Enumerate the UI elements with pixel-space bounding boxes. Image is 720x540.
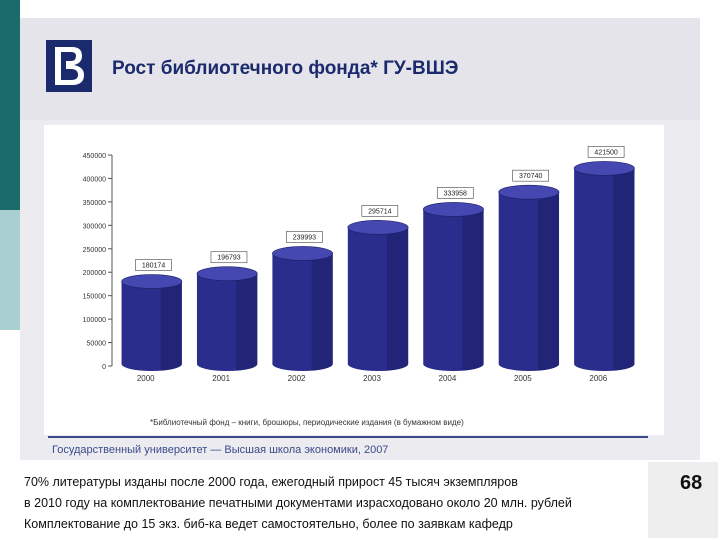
bar-shade bbox=[311, 253, 333, 371]
bar-top bbox=[498, 184, 560, 200]
x-tick-label: 2003 bbox=[363, 374, 381, 383]
y-tick-label: 300000 bbox=[83, 223, 106, 230]
hse-logo bbox=[46, 40, 92, 92]
y-tick-label: 0 bbox=[102, 364, 106, 371]
bar-shade bbox=[613, 168, 635, 371]
x-tick-label: 2006 bbox=[589, 374, 607, 383]
data-label: 370740 bbox=[519, 173, 542, 180]
bar-top bbox=[272, 246, 334, 261]
data-label-box bbox=[512, 169, 549, 182]
y-tick-label: 200000 bbox=[83, 270, 106, 277]
y-tick-label: 350000 bbox=[83, 200, 106, 207]
bottom-line-2: в 2010 году на комплектование печатными … bbox=[24, 496, 572, 510]
left-stripe-dark bbox=[0, 0, 20, 270]
chart-footnote: *Библиотечный фонд – книги, брошюры, пер… bbox=[150, 418, 464, 427]
bar-top bbox=[573, 161, 635, 176]
y-tick-label: 450000 bbox=[83, 153, 106, 160]
x-tick-label: 2004 bbox=[439, 374, 457, 383]
y-tick-label: 100000 bbox=[83, 317, 106, 324]
data-label: 333958 bbox=[444, 190, 467, 197]
data-label-box bbox=[286, 231, 323, 243]
x-tick-label: 2002 bbox=[288, 374, 306, 383]
bar-shade bbox=[387, 227, 409, 371]
bar-shade bbox=[537, 192, 560, 371]
university-caption: Государственный университет — Высшая шко… bbox=[52, 444, 389, 456]
data-label-box bbox=[436, 187, 474, 199]
bar-top bbox=[121, 274, 183, 289]
bottom-line-1: 70% литературы изданы после 2000 года, е… bbox=[24, 475, 518, 489]
bottom-line-3: Комплектование до 15 экз. биб-ка ведет с… bbox=[24, 517, 513, 531]
bottom-text: 70% литературы изданы после 2000 года, е… bbox=[24, 472, 572, 535]
data-label: 239993 bbox=[293, 234, 316, 241]
x-tick-label: 2001 bbox=[212, 374, 230, 383]
data-label-box bbox=[135, 259, 172, 271]
data-label: 180174 bbox=[142, 263, 165, 270]
page-number-box bbox=[648, 462, 718, 538]
x-tick-label: 2005 bbox=[514, 374, 532, 383]
data-label-box bbox=[361, 205, 399, 217]
left-stripe-light bbox=[0, 210, 20, 330]
y-tick-label: 250000 bbox=[83, 247, 106, 254]
bar-top bbox=[422, 202, 484, 217]
data-label: 295714 bbox=[368, 208, 391, 215]
bar-shade bbox=[160, 281, 182, 371]
page-number: 68 bbox=[680, 472, 703, 494]
y-tick-label: 50000 bbox=[87, 341, 107, 348]
header-bar bbox=[20, 18, 700, 120]
data-label: 196793 bbox=[217, 255, 240, 262]
y-tick-label: 400000 bbox=[83, 176, 106, 183]
x-tick-label: 2000 bbox=[137, 374, 155, 383]
divider-line bbox=[48, 436, 648, 438]
bar-top bbox=[196, 266, 258, 282]
bar-top bbox=[347, 220, 409, 235]
y-tick-label: 150000 bbox=[83, 294, 106, 301]
data-label-box bbox=[210, 251, 248, 264]
bar-shade bbox=[236, 273, 258, 371]
data-label: 421500 bbox=[594, 149, 617, 156]
data-label-box bbox=[587, 146, 625, 158]
bar-shade bbox=[462, 209, 484, 371]
slide-title: Рост библиотечного фонда* ГУ-ВШЭ bbox=[112, 58, 459, 79]
